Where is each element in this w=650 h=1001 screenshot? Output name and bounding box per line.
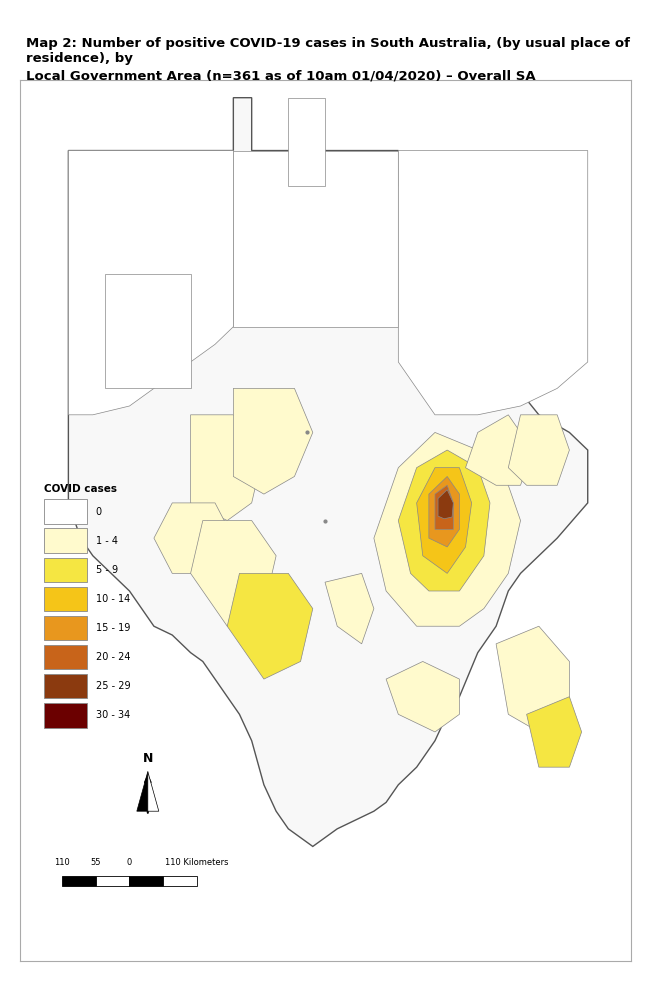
Bar (129, 876, 163, 886)
Text: 25 - 29: 25 - 29 (96, 681, 131, 691)
Text: 110 Kilometers: 110 Kilometers (165, 858, 228, 867)
Polygon shape (325, 574, 374, 644)
Polygon shape (526, 697, 582, 767)
Bar (96, 876, 129, 886)
Polygon shape (398, 150, 588, 414)
Polygon shape (68, 150, 233, 414)
Polygon shape (438, 489, 453, 519)
Text: 0: 0 (127, 858, 132, 867)
Polygon shape (154, 503, 233, 574)
Text: 5 - 9: 5 - 9 (96, 565, 118, 575)
FancyBboxPatch shape (44, 616, 86, 641)
FancyBboxPatch shape (44, 587, 86, 612)
Text: N: N (142, 752, 153, 765)
Polygon shape (398, 450, 490, 591)
Text: COVID cases: COVID cases (44, 484, 117, 494)
Polygon shape (386, 662, 460, 732)
Polygon shape (496, 627, 569, 732)
Polygon shape (233, 150, 398, 326)
Polygon shape (435, 485, 453, 530)
Text: 1 - 4: 1 - 4 (96, 536, 118, 546)
Bar (62, 876, 96, 886)
Polygon shape (148, 772, 159, 811)
Polygon shape (289, 98, 325, 186)
FancyBboxPatch shape (44, 674, 86, 699)
Polygon shape (136, 772, 148, 811)
FancyBboxPatch shape (44, 558, 86, 583)
Polygon shape (190, 521, 276, 627)
FancyBboxPatch shape (44, 529, 86, 554)
Polygon shape (105, 274, 190, 388)
Text: 55: 55 (90, 858, 101, 867)
Text: 110: 110 (55, 858, 70, 867)
Polygon shape (227, 574, 313, 679)
Text: 30 - 34: 30 - 34 (96, 710, 130, 720)
Polygon shape (374, 432, 521, 627)
Text: 10 - 14: 10 - 14 (96, 594, 130, 604)
Text: Map 2: Number of positive COVID-19 cases in South Australia, (by usual place of : Map 2: Number of positive COVID-19 cases… (26, 37, 630, 65)
Polygon shape (68, 98, 588, 847)
Polygon shape (508, 414, 569, 485)
Text: Local Government Area (n=361 as of 10am 01/04/2020) – Overall SA: Local Government Area (n=361 as of 10am … (26, 69, 536, 82)
Polygon shape (417, 467, 472, 574)
FancyBboxPatch shape (44, 703, 86, 728)
Polygon shape (465, 414, 533, 485)
Text: 15 - 19: 15 - 19 (96, 623, 130, 633)
Text: 20 - 24: 20 - 24 (96, 652, 131, 662)
Polygon shape (429, 476, 460, 547)
FancyBboxPatch shape (44, 499, 86, 525)
Polygon shape (233, 388, 313, 494)
Text: 0: 0 (96, 507, 102, 517)
Bar (163, 876, 197, 886)
Polygon shape (190, 414, 264, 521)
FancyBboxPatch shape (44, 645, 86, 670)
